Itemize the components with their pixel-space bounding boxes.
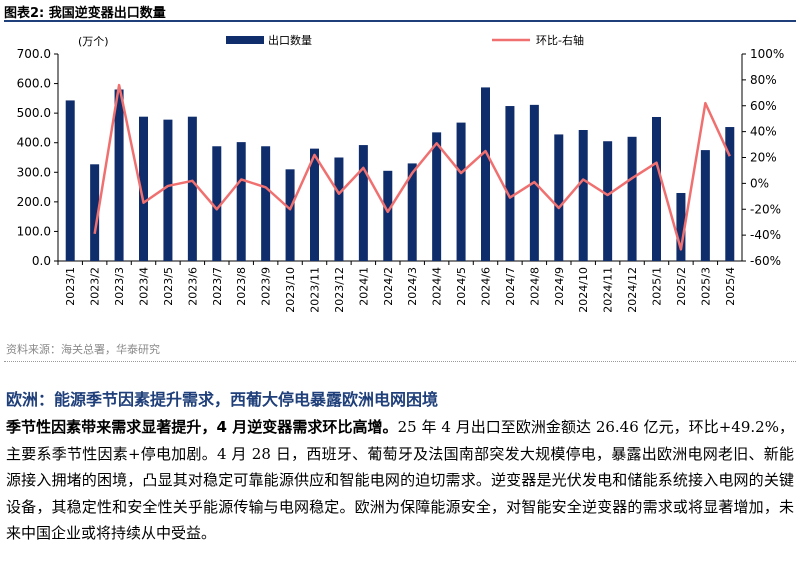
x-tick-label: 2024/10 bbox=[577, 267, 590, 313]
bar-2024-10 bbox=[578, 129, 588, 261]
paragraph-text: 25 年 4 月出口至欧洲金额达 26.46 亿元，环比+49.2%，主要系季节… bbox=[6, 418, 794, 542]
left-tick-label: 200.0 bbox=[17, 195, 51, 209]
x-tick-label: 2023/7 bbox=[211, 267, 224, 306]
left-tick-label: 500.0 bbox=[17, 106, 51, 120]
bar-2024-6 bbox=[481, 87, 490, 261]
bar-2024-2 bbox=[383, 170, 393, 261]
figure-header: 图表2: 我国逆变器出口数量 bbox=[4, 2, 796, 22]
x-tick-label: 2023/12 bbox=[333, 267, 346, 313]
bar-2023-5 bbox=[163, 119, 173, 261]
x-tick-label: 2025/2 bbox=[675, 267, 688, 306]
paragraph-lead: 季节性因素带来需求显著提升，4 月逆变器需求环比高增。 bbox=[6, 418, 398, 436]
x-tick-label: 2023/9 bbox=[260, 267, 273, 306]
left-tick-label: 0.0 bbox=[32, 254, 51, 268]
bar-2024-1 bbox=[358, 145, 368, 261]
bar-2023-8 bbox=[236, 142, 246, 261]
divider bbox=[4, 361, 796, 362]
x-tick-label: 2023/11 bbox=[309, 267, 322, 313]
right-tick-label: 0% bbox=[750, 176, 769, 190]
right-tick-label: 100% bbox=[750, 47, 784, 61]
x-tick-label: 2025/1 bbox=[651, 267, 664, 306]
bar-2023-12 bbox=[334, 157, 344, 261]
x-tick-label: 2024/11 bbox=[602, 267, 615, 313]
legend-bar-label: 出口数量 bbox=[268, 33, 312, 47]
x-tick-label: 2025/4 bbox=[724, 267, 737, 306]
export-volume-chart: 0.0 100.0 200.0 300.0 400.0 500.0 600.0 700.0 -6… bbox=[17, 33, 785, 313]
x-tick-label: 2023/4 bbox=[138, 267, 151, 306]
left-tick-label: 400.0 bbox=[17, 136, 51, 150]
legend-bar-swatch bbox=[226, 36, 264, 44]
x-tick-label: 2024/12 bbox=[626, 267, 639, 313]
bar-2024-3 bbox=[407, 163, 417, 261]
left-tick-label: 600.0 bbox=[17, 77, 51, 91]
x-tick-label: 2025/3 bbox=[699, 267, 712, 306]
x-tick-label: 2023/2 bbox=[89, 267, 102, 306]
left-tick-label: 700.0 bbox=[17, 47, 51, 61]
x-tick-label: 2024/1 bbox=[357, 267, 370, 306]
bar-2025-4 bbox=[725, 127, 735, 261]
x-tick-label: 2024/4 bbox=[431, 267, 444, 306]
right-tick-label: 80% bbox=[750, 73, 777, 87]
left-tick-label: 100.0 bbox=[17, 224, 51, 238]
bar-2024-5 bbox=[456, 122, 466, 261]
x-tick-label: 2024/2 bbox=[382, 267, 395, 306]
bar-2023-4 bbox=[139, 116, 148, 261]
bar-2023-11 bbox=[310, 148, 319, 261]
bar-2023-3 bbox=[114, 89, 124, 261]
right-tick-label: 40% bbox=[750, 125, 777, 139]
bar-2023-1 bbox=[65, 100, 75, 261]
bar-2024-4 bbox=[432, 132, 442, 261]
x-tick-label: 2024/5 bbox=[455, 267, 468, 306]
left-tick-label: 300.0 bbox=[17, 165, 51, 179]
figure-title: 图表2: 我国逆变器出口数量 bbox=[4, 6, 166, 21]
bar-2023-10 bbox=[285, 169, 295, 261]
bar-2024-11 bbox=[603, 141, 613, 261]
x-tick-label: 2023/6 bbox=[186, 267, 199, 306]
bar-2024-9 bbox=[554, 134, 564, 261]
x-tick-label: 2024/6 bbox=[480, 267, 493, 306]
right-tick-label: -60% bbox=[750, 254, 781, 268]
bar-2025-2 bbox=[676, 192, 686, 261]
x-tick-label: 2023/10 bbox=[284, 267, 297, 313]
x-tick-label: 2023/5 bbox=[162, 267, 175, 306]
mom-change-line bbox=[93, 83, 731, 251]
x-tick-label: 2024/7 bbox=[504, 267, 517, 306]
x-tick-label: 2023/1 bbox=[64, 267, 77, 306]
bar-2024-12 bbox=[627, 136, 637, 261]
bar-2023-9 bbox=[261, 146, 271, 261]
right-tick-label: 60% bbox=[750, 99, 777, 113]
bar-2024-7 bbox=[505, 106, 515, 261]
x-tick-label: 2024/3 bbox=[406, 267, 419, 306]
x-tick-label: 2023/8 bbox=[235, 267, 248, 306]
bar-2025-3 bbox=[700, 150, 710, 261]
bar-2023-6 bbox=[187, 116, 197, 261]
right-tick-label: -40% bbox=[750, 228, 781, 242]
source-note: 资料来源：海关总署，华泰研究 bbox=[6, 343, 160, 356]
bar-2023-7 bbox=[212, 146, 222, 261]
bar-2025-1 bbox=[652, 116, 661, 261]
x-tick-label: 2023/3 bbox=[113, 267, 126, 306]
bar-2023-2 bbox=[90, 164, 100, 261]
legend-line-label: 环比-右轴 bbox=[536, 33, 584, 47]
left-unit-label: (万个) bbox=[78, 35, 109, 48]
right-tick-label: -20% bbox=[750, 202, 781, 216]
right-tick-label: 20% bbox=[750, 151, 777, 165]
body-paragraph: 季节性因素带来需求显著提升，4 月逆变器需求环比高增。25 年 4 月出口至欧洲… bbox=[6, 414, 794, 547]
section-heading: 欧洲：能源季节因素提升需求，西葡大停电暴露欧洲电网困境 bbox=[6, 390, 439, 409]
x-tick-label: 2024/8 bbox=[528, 267, 541, 306]
x-tick-label: 2024/9 bbox=[553, 267, 566, 306]
